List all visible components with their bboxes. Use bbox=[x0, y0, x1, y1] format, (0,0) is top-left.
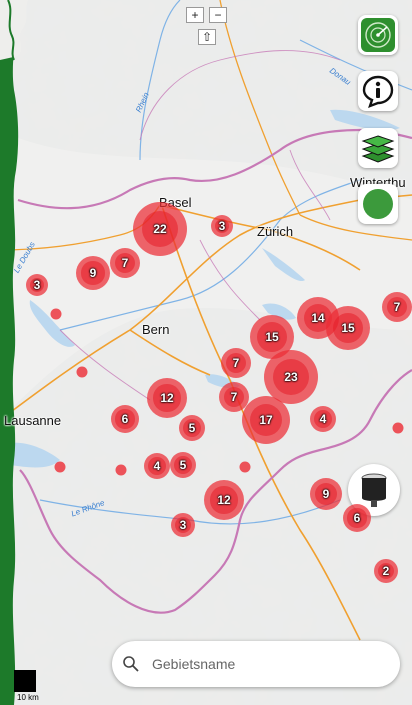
river-rhein bbox=[139, 0, 181, 161]
lake-zurich bbox=[262, 248, 305, 282]
cluster-marker[interactable]: 6 bbox=[343, 504, 371, 532]
cluster-count: 6 bbox=[121, 412, 129, 426]
road-north bbox=[219, 0, 301, 216]
cluster-marker[interactable]: 7 bbox=[110, 248, 140, 278]
road-a2 bbox=[159, 199, 361, 641]
lake-lucerne bbox=[262, 303, 296, 320]
single-marker[interactable] bbox=[54, 461, 66, 473]
cluster-marker[interactable]: 3 bbox=[211, 215, 233, 237]
cluster-marker[interactable]: 12 bbox=[147, 378, 187, 418]
road-east bbox=[299, 214, 412, 241]
cluster-marker[interactable]: 6 bbox=[111, 405, 139, 433]
cluster-count: 22 bbox=[153, 222, 167, 236]
cluster-count: 14 bbox=[311, 311, 325, 325]
single-marker[interactable] bbox=[76, 366, 88, 378]
location-button[interactable] bbox=[358, 184, 398, 224]
cluster-marker[interactable]: 7 bbox=[382, 292, 412, 322]
info-button[interactable] bbox=[358, 71, 398, 111]
sensor-device-icon bbox=[361, 473, 387, 507]
canton-borders bbox=[59, 50, 341, 401]
layers-icon bbox=[361, 135, 395, 163]
green-edge bbox=[0, 0, 19, 705]
cluster-marker[interactable]: 5 bbox=[170, 452, 196, 478]
green-edge-top bbox=[0, 0, 28, 60]
cluster-count: 5 bbox=[179, 458, 187, 472]
cluster-count: 7 bbox=[230, 390, 238, 404]
green-circle-icon bbox=[363, 189, 393, 219]
cluster-count: 12 bbox=[160, 391, 174, 405]
cluster-marker[interactable]: 2 bbox=[374, 559, 398, 583]
cluster-marker[interactable]: 3 bbox=[26, 274, 48, 296]
cluster-count: 9 bbox=[322, 487, 330, 501]
cluster-count: 2 bbox=[382, 564, 390, 578]
cluster-count: 9 bbox=[89, 266, 97, 280]
lake-bodensee bbox=[330, 109, 400, 131]
search-bar[interactable] bbox=[112, 641, 400, 687]
layers-button[interactable] bbox=[358, 128, 398, 168]
zoom-in-button[interactable]: + bbox=[186, 7, 204, 23]
cluster-marker[interactable]: 3 bbox=[171, 513, 195, 537]
single-marker[interactable] bbox=[239, 461, 251, 473]
cluster-count: 3 bbox=[179, 518, 187, 532]
cluster-marker[interactable]: 4 bbox=[310, 406, 336, 432]
cluster-count: 4 bbox=[319, 412, 327, 426]
cluster-marker[interactable]: 5 bbox=[179, 415, 205, 441]
green-edge-top-line bbox=[7, 0, 15, 61]
cluster-marker[interactable]: 9 bbox=[76, 256, 110, 290]
cluster-count: 4 bbox=[153, 459, 161, 473]
cluster-count: 7 bbox=[121, 256, 129, 270]
cluster-count: 3 bbox=[218, 219, 226, 233]
river-aare bbox=[59, 179, 361, 331]
cluster-count: 12 bbox=[217, 493, 231, 507]
single-marker[interactable] bbox=[392, 422, 404, 434]
cluster-count: 15 bbox=[341, 321, 355, 335]
road-a3 bbox=[159, 204, 361, 271]
cluster-count: 17 bbox=[259, 413, 273, 427]
cluster-count: 5 bbox=[188, 421, 196, 435]
road-a6 bbox=[129, 329, 211, 376]
radar-icon bbox=[361, 18, 395, 52]
scale-label: 10 km bbox=[17, 693, 39, 702]
cluster-marker[interactable]: 23 bbox=[264, 350, 318, 404]
road-a1 bbox=[0, 194, 412, 421]
cluster-marker[interactable]: 7 bbox=[219, 382, 249, 412]
place-label: Zürich bbox=[257, 224, 294, 239]
cluster-marker[interactable]: 22 bbox=[133, 202, 187, 256]
home-extent-button[interactable]: ⇧ bbox=[198, 29, 216, 45]
lake-neuchatel bbox=[29, 300, 75, 347]
cluster-count: 7 bbox=[232, 356, 240, 370]
cluster-count: 15 bbox=[265, 330, 279, 344]
search-input[interactable] bbox=[150, 655, 374, 673]
cluster-marker[interactable]: 12 bbox=[204, 480, 244, 520]
cluster-marker[interactable]: 15 bbox=[326, 306, 370, 350]
place-label: Lausanne bbox=[4, 413, 62, 428]
cluster-count: 7 bbox=[393, 300, 401, 314]
cluster-marker[interactable]: 17 bbox=[242, 396, 290, 444]
single-marker[interactable] bbox=[50, 308, 62, 320]
cluster-marker[interactable]: 9 bbox=[310, 478, 342, 510]
cluster-count: 3 bbox=[33, 278, 41, 292]
radar-button[interactable] bbox=[358, 15, 398, 55]
lake-geneva bbox=[0, 442, 60, 468]
single-marker[interactable] bbox=[115, 464, 127, 476]
cluster-count: 6 bbox=[353, 511, 361, 525]
cluster-marker[interactable]: 7 bbox=[221, 348, 251, 378]
info-icon bbox=[362, 75, 394, 109]
zoom-out-button[interactable]: − bbox=[209, 7, 227, 23]
scale-bar bbox=[14, 670, 36, 692]
search-icon bbox=[123, 656, 139, 672]
cluster-count: 23 bbox=[284, 370, 298, 384]
cluster-marker[interactable]: 4 bbox=[144, 453, 170, 479]
place-label: Bern bbox=[142, 322, 170, 337]
